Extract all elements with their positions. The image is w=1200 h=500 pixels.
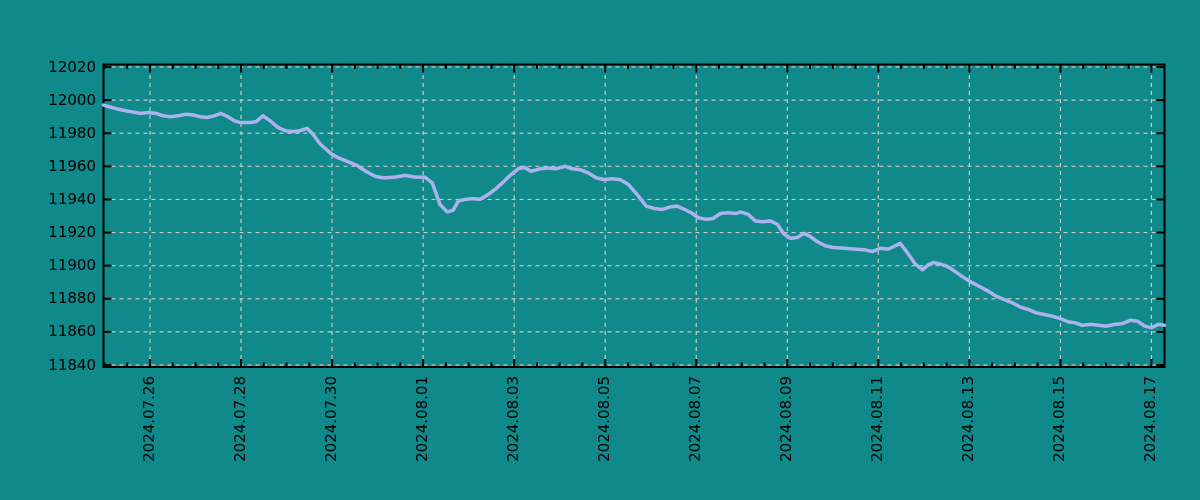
x-tick-label: 2024.08.03 <box>504 376 523 462</box>
y-tick-label: 12000 <box>48 90 96 109</box>
y-tick-label: 11840 <box>48 355 96 374</box>
x-tick-label: 2024.08.01 <box>413 376 432 462</box>
x-tick-label: 2024.08.15 <box>1050 376 1069 462</box>
y-tick-label: 12020 <box>48 57 96 76</box>
y-tick-label: 11960 <box>48 156 96 175</box>
y-tick-label: 11940 <box>48 189 96 208</box>
x-tick-label: 2024.08.11 <box>868 376 887 462</box>
y-tick-label: 11920 <box>48 223 96 242</box>
y-tick-label: 11980 <box>48 123 96 142</box>
x-tick-label: 2024.07.28 <box>231 376 250 462</box>
x-tick-label: 2024.08.13 <box>959 376 978 462</box>
y-tick-label: 11900 <box>48 256 96 275</box>
x-tick-label: 2024.07.30 <box>322 376 341 462</box>
x-tick-label: 2024.07.26 <box>140 376 158 462</box>
y-tick-label: 11860 <box>48 322 96 341</box>
x-tick-label: 2024.08.05 <box>595 376 614 462</box>
x-tick-label: 2024.08.07 <box>686 376 705 462</box>
data-line <box>101 103 1167 330</box>
x-tick-label: 2024.08.17 <box>1141 376 1160 462</box>
plot-border <box>102 63 1166 368</box>
x-tick-label: 2024.08.09 <box>777 376 796 462</box>
y-tick-label: 11880 <box>48 289 96 308</box>
